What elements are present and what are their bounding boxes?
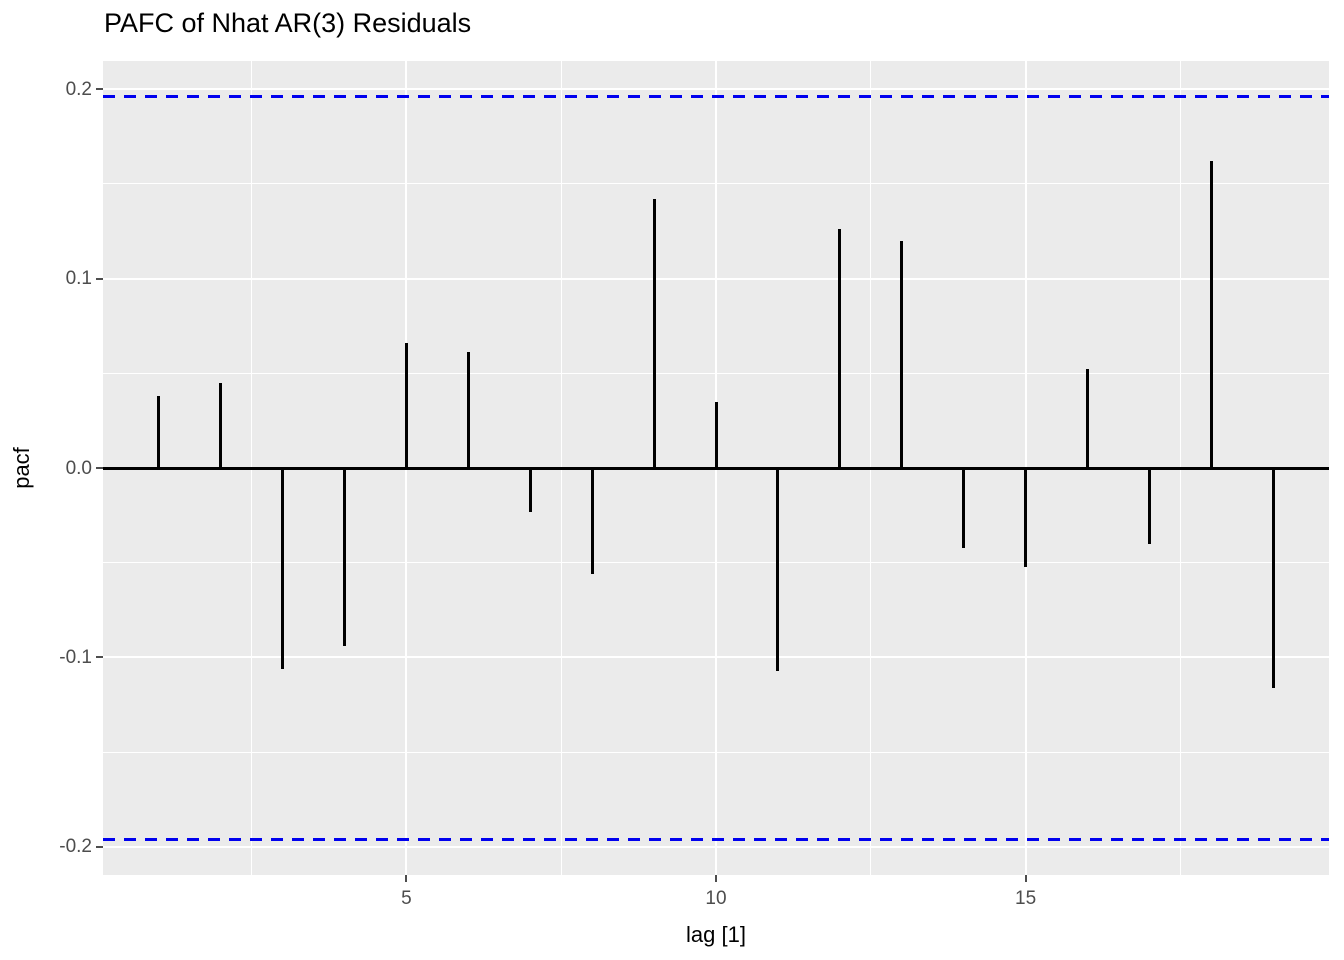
zero-axis-line — [103, 466, 1329, 470]
x-tick-mark — [405, 875, 408, 882]
y-tick-mark — [96, 467, 103, 469]
ci-lower-line — [103, 837, 1329, 841]
y-tick-label: -0.1 — [59, 646, 92, 668]
pacf-bar — [1024, 468, 1028, 567]
pacf-bar — [838, 229, 842, 468]
pacf-bar — [1209, 161, 1213, 468]
x-tick-mark — [715, 875, 717, 882]
y-tick-label: 0.1 — [65, 268, 92, 290]
x-axis-title: lag [1] — [686, 922, 746, 947]
pacf-bar — [714, 401, 718, 468]
pacf-bar — [157, 395, 161, 468]
pacf-bar — [652, 198, 656, 468]
pacf-bar — [528, 468, 532, 512]
y-tick-mark — [96, 277, 103, 280]
y-tick-label: -0.2 — [59, 836, 92, 858]
y-tick-label: 0.0 — [65, 457, 92, 479]
pacf-bar — [1147, 468, 1151, 544]
pacf-bar — [590, 468, 594, 575]
pacf-bar — [1271, 468, 1275, 688]
pacf-bar — [342, 468, 346, 647]
x-tick-label: 10 — [705, 888, 727, 909]
pacf-bar — [404, 342, 408, 468]
pacf-bar — [281, 468, 285, 669]
chart-title: PAFC of Nhat AR(3) Residuals — [104, 8, 472, 38]
ci-upper-line — [103, 95, 1329, 99]
pacf-bar — [466, 352, 470, 468]
pacf-bar — [1086, 369, 1089, 468]
y-tick-mark — [96, 656, 103, 659]
y-tick-mark — [96, 845, 103, 848]
pacf-bar — [900, 240, 904, 468]
x-tick-mark — [1024, 875, 1027, 882]
plot-panel — [103, 61, 1329, 875]
x-tick-label: 5 — [401, 888, 412, 909]
y-tick-label: 0.2 — [65, 78, 92, 100]
y-tick-mark — [96, 88, 103, 91]
pacf-bar — [962, 468, 966, 548]
x-tick-label: 15 — [1015, 888, 1037, 909]
pacf-bar — [776, 468, 780, 671]
pacf-bar — [219, 382, 223, 468]
